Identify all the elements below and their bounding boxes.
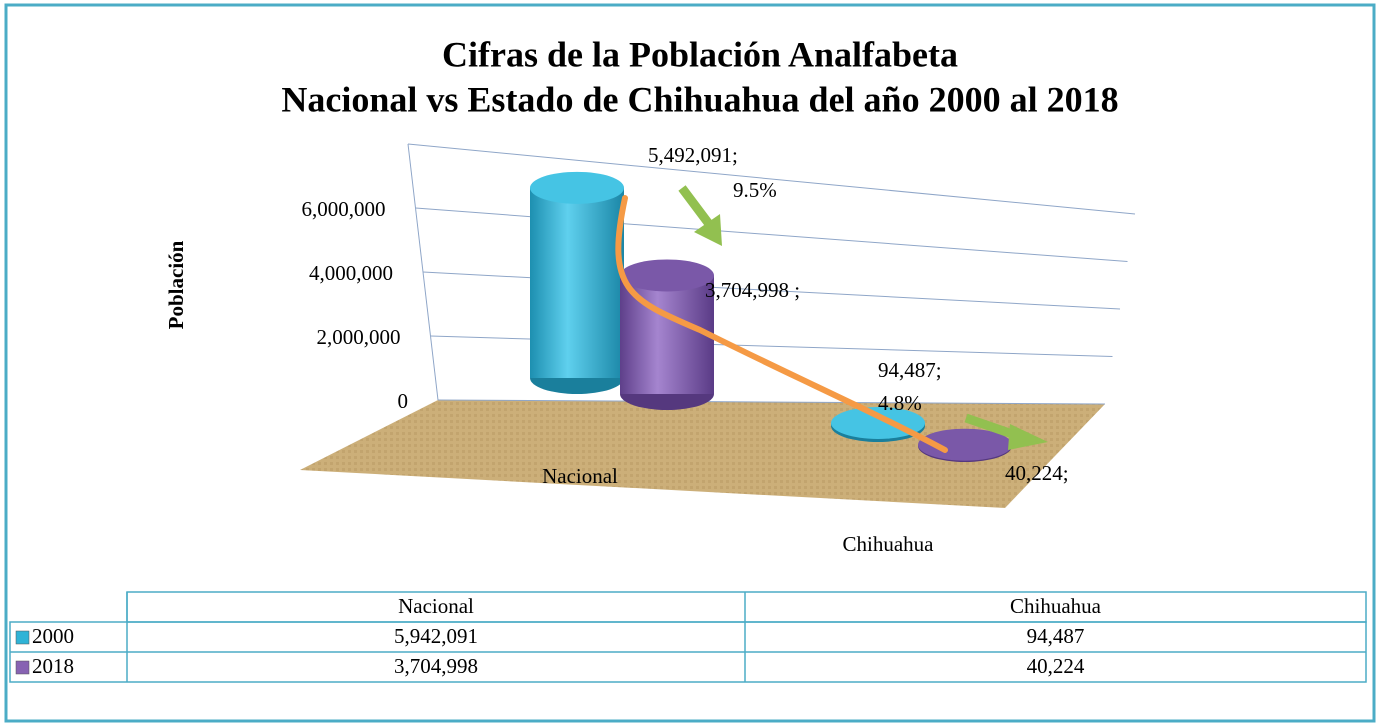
category-label: Chihuahua bbox=[843, 532, 935, 556]
y-tick-label: 2,000,000 bbox=[317, 325, 401, 349]
data-label: 40,224; bbox=[1005, 461, 1069, 485]
table-header: Chihuahua bbox=[1010, 594, 1102, 618]
legend-label: 2000 bbox=[32, 624, 74, 648]
arrow bbox=[694, 214, 722, 246]
table-cell: 40,224 bbox=[1027, 654, 1085, 678]
legend-label: 2018 bbox=[32, 654, 74, 678]
table-cell: 94,487 bbox=[1027, 624, 1085, 648]
cylinder-top bbox=[620, 259, 714, 292]
cylinder bbox=[530, 171, 624, 394]
chart-title: Cifras de la Población Analfabeta bbox=[442, 34, 958, 74]
chart-title: Nacional vs Estado de Chihuahua del año … bbox=[281, 79, 1118, 119]
wall-edge bbox=[407, 143, 1136, 215]
cylinder-body bbox=[530, 187, 624, 378]
cylinder-top bbox=[918, 428, 1012, 461]
category-label: Nacional bbox=[542, 464, 618, 488]
grid-line bbox=[437, 399, 1106, 405]
data-label: 3,704,998 ; bbox=[705, 278, 800, 302]
cylinder-top bbox=[530, 171, 624, 204]
table-header: Nacional bbox=[398, 594, 474, 618]
frame bbox=[4, 3, 1376, 723]
arrow bbox=[678, 185, 716, 231]
table-header-cell bbox=[126, 591, 1367, 623]
data-label: 94,487; bbox=[878, 358, 942, 382]
y-tick-label: 6,000,000 bbox=[302, 197, 386, 221]
legend-key bbox=[15, 630, 30, 645]
trend-curve bbox=[615, 195, 948, 453]
y-tick-label: 0 bbox=[398, 389, 409, 413]
table-cell: 3,704,998 bbox=[394, 654, 478, 678]
data-label: 4.8% bbox=[878, 391, 922, 415]
cylinder bbox=[620, 259, 714, 410]
data-label: 9.5% bbox=[733, 178, 777, 202]
legend-key bbox=[15, 660, 30, 675]
y-tick-label: 4,000,000 bbox=[309, 261, 393, 285]
arrow bbox=[1008, 424, 1048, 450]
data-label: 5,492,091; bbox=[648, 143, 738, 167]
cylinder bbox=[918, 428, 1012, 462]
table-cell: 5,942,091 bbox=[394, 624, 478, 648]
grid-line bbox=[415, 207, 1128, 262]
y-axis-label: Población bbox=[164, 240, 188, 329]
